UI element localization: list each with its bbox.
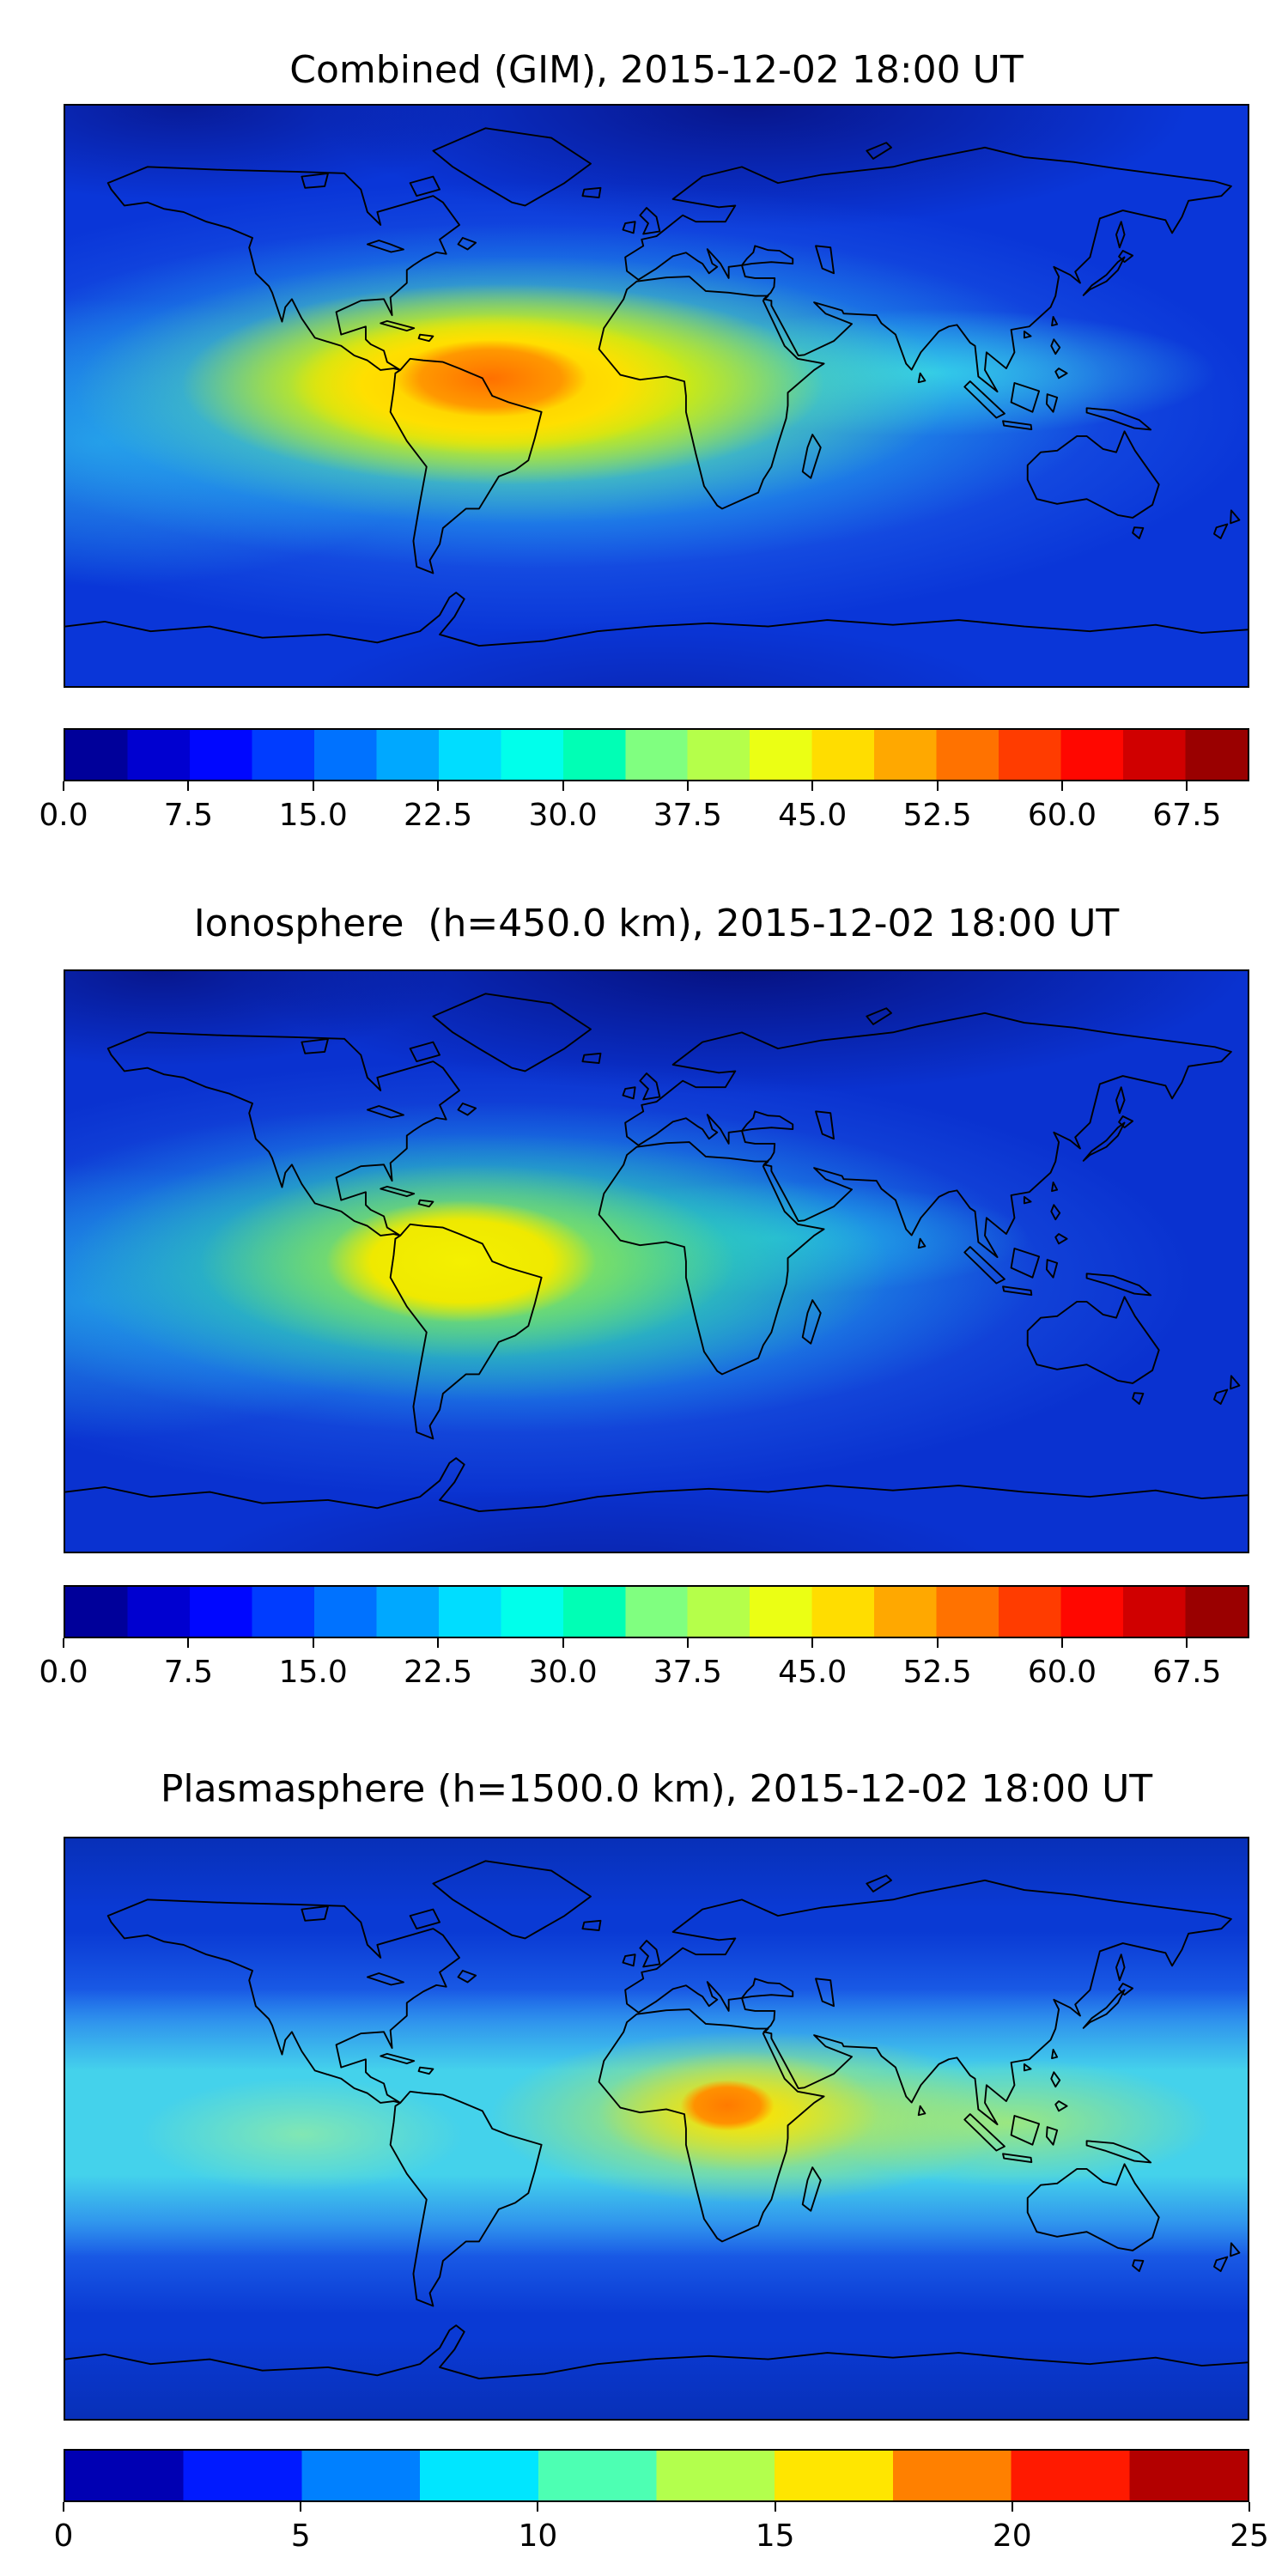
colorbar-labels-ionosphere: 0.0 7.5 15.0 22.5 30.0 37.5 45.0 52.5 60… xyxy=(39,1654,1249,1693)
chart-title-combined: Combined (GIM), 2015-12-02 18:00 UT xyxy=(289,48,1024,92)
colorbar-combined xyxy=(64,728,1249,781)
colorbar-tickmarks-combined xyxy=(63,781,1249,792)
tick-label: 67.5 xyxy=(1152,1655,1222,1690)
tick-mark xyxy=(312,1638,314,1648)
tick-label: 37.5 xyxy=(653,798,722,833)
tick-label: 5 xyxy=(290,2518,311,2554)
tick-mark xyxy=(1011,2502,1013,2512)
tick-label: 15 xyxy=(755,2518,795,2554)
colorbar-ionosphere xyxy=(64,1585,1249,1638)
tick-mark xyxy=(187,1638,190,1648)
tick-label: 20 xyxy=(992,2518,1032,2554)
tick-label: 7.5 xyxy=(163,798,214,833)
tick-label: 25 xyxy=(1230,2518,1269,2554)
tick-mark xyxy=(811,1638,814,1648)
tick-mark xyxy=(936,1638,939,1648)
tick-mark xyxy=(537,2502,539,2512)
map-plasmasphere xyxy=(64,1837,1249,2421)
tick-mark xyxy=(1060,1638,1063,1648)
coastlines-combined xyxy=(65,127,1248,647)
chart-title-ionosphere: Ionosphere (h=450.0 km), 2015-12-02 18:0… xyxy=(193,902,1120,945)
tick-label: 0 xyxy=(53,2518,74,2554)
coastlines-plasmasphere xyxy=(65,1860,1248,2380)
tick-mark xyxy=(686,781,689,791)
colorbar-tickmarks-ionosphere xyxy=(63,1638,1249,1649)
tick-label: 60.0 xyxy=(1027,798,1097,833)
tick-mark xyxy=(63,781,64,791)
tick-mark xyxy=(562,781,564,791)
tick-mark xyxy=(437,781,440,791)
tick-mark xyxy=(1060,781,1063,791)
chart-title-plasmasphere: Plasmasphere (h=1500.0 km), 2015-12-02 1… xyxy=(160,1767,1153,1811)
tick-mark xyxy=(1249,2502,1250,2512)
tick-label: 45.0 xyxy=(778,798,848,833)
tick-mark xyxy=(774,2502,776,2512)
tick-label: 7.5 xyxy=(163,1655,214,1690)
tick-mark xyxy=(562,1638,564,1648)
colorbar-labels-plasmasphere: 0 5 10 15 20 25 xyxy=(54,2518,1269,2557)
tick-label: 67.5 xyxy=(1152,798,1222,833)
colorbar-plasmasphere xyxy=(64,2449,1249,2502)
coastlines-ionosphere xyxy=(65,993,1248,1513)
tick-label: 22.5 xyxy=(404,1655,473,1690)
tick-mark xyxy=(63,2502,64,2512)
tick-mark xyxy=(300,2502,302,2512)
tick-label: 45.0 xyxy=(778,1655,848,1690)
map-ionosphere xyxy=(64,969,1249,1553)
tick-label: 10 xyxy=(518,2518,558,2554)
tick-label: 0.0 xyxy=(39,798,88,833)
map-combined xyxy=(64,104,1249,688)
tick-label: 52.5 xyxy=(902,798,972,833)
tick-label: 22.5 xyxy=(404,798,473,833)
tick-label: 30.0 xyxy=(528,798,598,833)
tick-label: 0.0 xyxy=(39,1655,88,1690)
tick-label: 52.5 xyxy=(902,1655,972,1690)
tick-mark xyxy=(63,1638,64,1648)
tick-mark xyxy=(312,781,314,791)
tick-label: 60.0 xyxy=(1027,1655,1097,1690)
tick-label: 15.0 xyxy=(278,1655,348,1690)
tick-label: 15.0 xyxy=(278,798,348,833)
tick-mark xyxy=(187,781,190,791)
colorbar-tickmarks-plasmasphere xyxy=(63,2502,1250,2512)
tick-label: 30.0 xyxy=(528,1655,598,1690)
tick-mark xyxy=(1186,781,1188,791)
colorbar-labels-combined: 0.0 7.5 15.0 22.5 30.0 37.5 45.0 52.5 60… xyxy=(39,797,1249,836)
tick-label: 37.5 xyxy=(653,1655,722,1690)
tick-mark xyxy=(1186,1638,1188,1648)
tick-mark xyxy=(811,781,814,791)
tick-mark xyxy=(686,1638,689,1648)
tick-mark xyxy=(437,1638,440,1648)
tick-mark xyxy=(936,781,939,791)
